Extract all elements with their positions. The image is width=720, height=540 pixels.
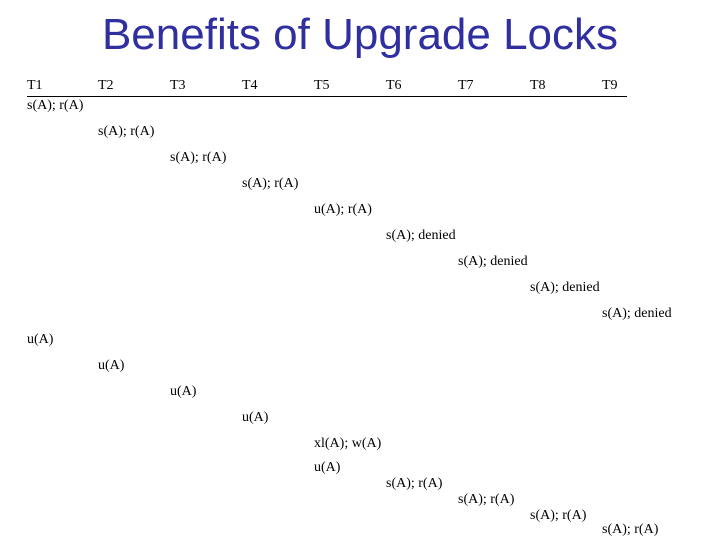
- operation-t8-denied: s(A); denied: [530, 280, 600, 295]
- transaction-label-t7: T7: [458, 78, 474, 93]
- transaction-label-t2: T2: [98, 78, 114, 93]
- operation-t3-lock-read: s(A); r(A): [170, 150, 227, 165]
- operation-t9-denied: s(A); denied: [602, 306, 672, 321]
- transaction-label-t9: T9: [602, 78, 618, 93]
- operation-t4-lock-read: s(A); r(A): [242, 176, 299, 191]
- operation-t6-lock-read: s(A); r(A): [386, 476, 443, 491]
- operation-t8-lock-read: s(A); r(A): [530, 508, 587, 523]
- operation-t6-denied: s(A); denied: [386, 228, 456, 243]
- operation-t5-unlock: u(A): [314, 460, 341, 475]
- transaction-header-row: T1 T2 T3 T4 T5 T6 T7 T8 T9: [27, 78, 627, 97]
- transaction-label-t1: T1: [27, 78, 43, 93]
- operation-t5-upgrade-read: u(A); r(A): [314, 202, 372, 217]
- operation-t1-lock-read: s(A); r(A): [27, 98, 84, 113]
- transaction-label-t3: T3: [170, 78, 186, 93]
- operation-t7-denied: s(A); denied: [458, 254, 528, 269]
- operation-t1-unlock: u(A): [27, 332, 54, 347]
- transaction-label-t5: T5: [314, 78, 330, 93]
- operation-t2-lock-read: s(A); r(A): [98, 124, 155, 139]
- operation-t5-exclusive-write: xl(A); w(A): [314, 436, 382, 451]
- operation-t3-unlock: u(A): [170, 384, 197, 399]
- slide-title: Benefits of Upgrade Locks: [101, 10, 619, 59]
- transaction-label-t4: T4: [242, 78, 258, 93]
- operation-t9-lock-read: s(A); r(A): [602, 522, 659, 537]
- transaction-label-t6: T6: [386, 78, 402, 93]
- operation-t2-unlock: u(A): [98, 358, 125, 373]
- operation-t7-lock-read: s(A); r(A): [458, 492, 515, 507]
- transaction-label-t8: T8: [530, 78, 546, 93]
- operation-t4-unlock: u(A): [242, 410, 269, 425]
